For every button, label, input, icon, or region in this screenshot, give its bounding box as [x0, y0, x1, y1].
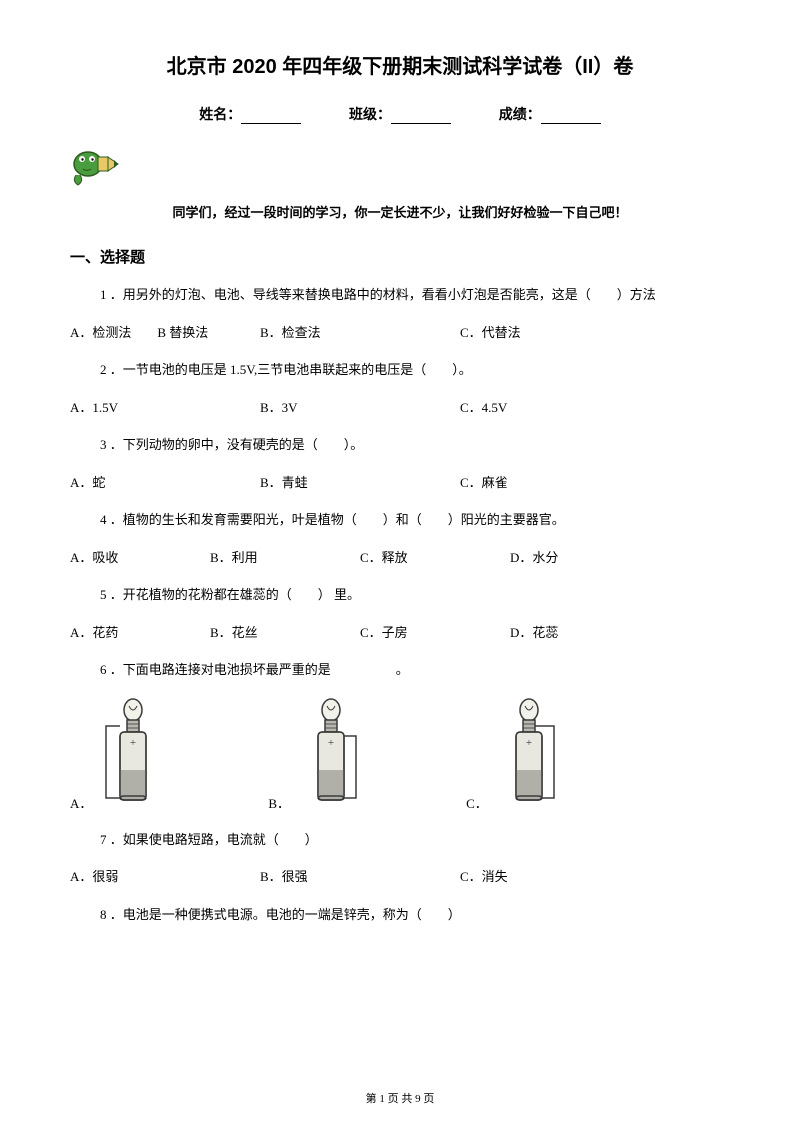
- q3-opt-c: C．麻雀: [460, 473, 508, 493]
- circuit-diagram-a-icon: +: [98, 698, 168, 812]
- section-1-title: 一、选择题: [70, 246, 730, 267]
- exam-title: 北京市 2020 年四年级下册期末测试科学试卷（II）卷: [70, 50, 730, 79]
- q4-opt-a: A．吸收: [70, 548, 210, 568]
- question-4-options: A．吸收 B．利用 C．释放 D．水分: [70, 548, 730, 568]
- class-blank[interactable]: [391, 110, 451, 124]
- encourage-text: 同学们，经过一段时间的学习，你一定长进不少，让我们好好检验一下自己吧！: [70, 202, 730, 221]
- question-6: 6 ．下面电路连接对电池损坏最严重的是 。: [70, 660, 730, 680]
- q7-opt-c: C．消失: [460, 867, 508, 887]
- class-label: 班级：: [349, 106, 391, 122]
- question-5: 5 ．开花植物的花粉都在雄蕊的（ ） 里。: [70, 585, 730, 605]
- question-4: 4 ．植物的生长和发育需要阳光，叶是植物（ ）和（ ）阳光的主要器官。: [70, 510, 730, 530]
- q5-opt-b: B．花丝: [210, 623, 360, 643]
- circuit-diagram-c-icon: +: [494, 698, 564, 812]
- question-6-options: A． + B．: [70, 698, 730, 812]
- question-1-options: A．检测法 B 替换法 B．检查法 C．代替法: [70, 323, 730, 343]
- name-blank[interactable]: [241, 110, 301, 124]
- q4-opt-d: D．水分: [510, 548, 558, 568]
- q2-opt-c: C．4.5V: [460, 398, 507, 418]
- q7-opt-a: A．很弱: [70, 867, 260, 887]
- name-label: 姓名：: [199, 106, 241, 122]
- q5-opt-c: C．子房: [360, 623, 510, 643]
- circuit-diagram-b-icon: +: [296, 698, 366, 812]
- question-7-options: A．很弱 B．很强 C．消失: [70, 867, 730, 887]
- q3-opt-b: B．青蛙: [260, 473, 460, 493]
- q6-opt-a: A． +: [70, 698, 168, 812]
- q7-opt-b: B．很强: [260, 867, 460, 887]
- svg-text:+: +: [328, 737, 334, 749]
- question-3-options: A．蛇 B．青蛙 C．麻雀: [70, 473, 730, 493]
- q5-opt-d: D．花蕊: [510, 623, 558, 643]
- score-label: 成绩：: [499, 106, 541, 122]
- q1-opt-c: C．代替法: [460, 323, 521, 343]
- page-footer: 第 1 页 共 9 页: [0, 1090, 800, 1106]
- question-2-options: A．1.5V B．3V C．4.5V: [70, 398, 730, 418]
- q1-opt-b: B．检查法: [260, 323, 460, 343]
- question-3: 3 ．下列动物的卵中，没有硬壳的是（ ）。: [70, 435, 730, 455]
- question-2: 2 ．一节电池的电压是 1.5V,三节电池串联起来的电压是（ ）。: [70, 360, 730, 380]
- question-1: 1 ．用另外的灯泡、电池、导线等来替换电路中的材料，看看小灯泡是否能亮，这是（ …: [70, 285, 730, 305]
- q3-opt-a: A．蛇: [70, 473, 260, 493]
- q6-opt-c: C． +: [466, 698, 564, 812]
- q4-opt-c: C．释放: [360, 548, 510, 568]
- svg-text:+: +: [526, 737, 532, 749]
- question-5-options: A．花药 B．花丝 C．子房 D．花蕊: [70, 623, 730, 643]
- question-7: 7 ．如果使电路短路，电流就（ ）: [70, 830, 730, 850]
- q1-opt-a: A．检测法 B 替换法: [70, 323, 260, 343]
- svg-text:+: +: [130, 737, 136, 749]
- q2-opt-a: A．1.5V: [70, 398, 260, 418]
- q4-opt-b: B．利用: [210, 548, 360, 568]
- q2-opt-b: B．3V: [260, 398, 460, 418]
- pencil-icon: [70, 139, 730, 194]
- student-info-row: 姓名： 班级： 成绩：: [70, 104, 730, 124]
- question-8: 8 ．电池是一种便携式电源。电池的一端是锌壳，称为（ ）: [70, 905, 730, 925]
- q6-opt-b: B． +: [268, 698, 366, 812]
- q5-opt-a: A．花药: [70, 623, 210, 643]
- score-blank[interactable]: [541, 110, 601, 124]
